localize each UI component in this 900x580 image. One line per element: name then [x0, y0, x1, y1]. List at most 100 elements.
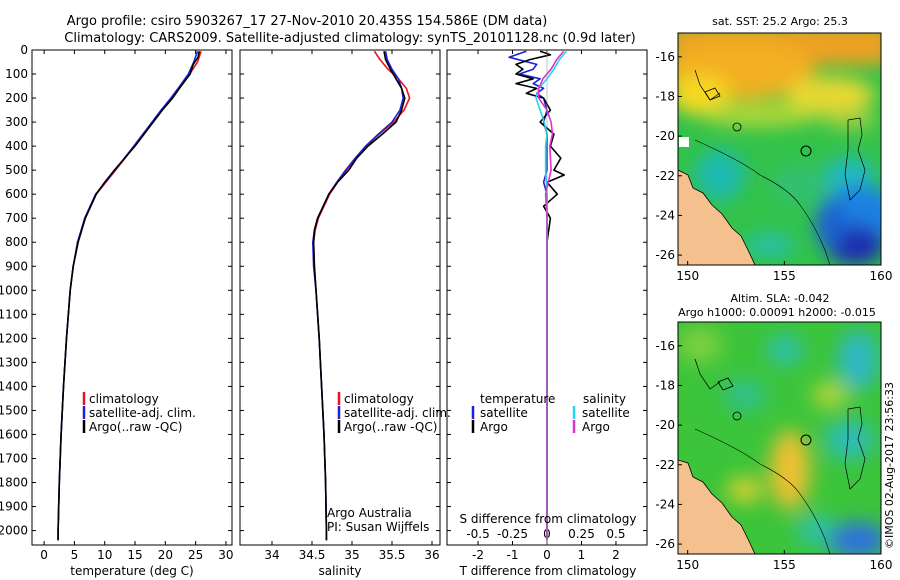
legend-label-t-satellite: satellite	[480, 406, 528, 420]
legend-label-climatology: climatology	[89, 392, 159, 406]
depth-tick-label: 1200	[0, 331, 28, 345]
map-y-tick-label: -20	[655, 129, 675, 143]
figure-title-line2: Climatology: CARS2009. Satellite-adjuste…	[64, 31, 636, 46]
salinity-xlabel: salinity	[318, 564, 361, 578]
depth-tick-label: 1700	[0, 451, 28, 465]
legend-label-s-argo: Argo	[582, 420, 610, 434]
legend-title-salinity: salinity	[583, 392, 626, 406]
sla-seamount-outline	[732, 411, 742, 421]
sst-map-axes: 150 155 160 -16 -18 -20 -22 -24 -26	[655, 50, 892, 283]
sla-argo-position-marker	[800, 434, 812, 446]
map-x-tick-label: 155	[773, 558, 796, 572]
map-y-tick-label: -26	[655, 537, 675, 551]
map-y-tick-label: -22	[655, 458, 675, 472]
legend-label-satellite: satellite-adj. clim.	[344, 406, 451, 420]
depth-tick-label: 300	[5, 115, 28, 129]
depth-axis: 0 100 200 300 400 500 600 700 800 900 1000 1100 1200…	[0, 43, 647, 538]
temperature-legend: climatology satellite-adj. clim. Argo(..…	[82, 392, 196, 434]
sla-reef-outline	[694, 358, 721, 390]
map-x-tick-label: 155	[773, 269, 796, 283]
map-y-tick-label: -16	[655, 50, 675, 64]
sla-coastline-land	[678, 459, 756, 554]
sla-depth-contour	[694, 428, 831, 554]
temperature-x-tick-label: 5	[71, 548, 79, 562]
sla-map-title: Altim. SLA: -0.042	[730, 292, 829, 305]
depth-tick-label: 100	[5, 67, 28, 81]
depth-tick-label: 1800	[0, 476, 28, 490]
legend-label-climatology: climatology	[344, 392, 414, 406]
sst-field	[678, 33, 881, 265]
series-temperature-climatology	[57, 50, 202, 541]
depth-tick-label: 700	[5, 211, 28, 225]
sst-coastline-land	[678, 169, 756, 265]
map-y-tick-label: -24	[655, 208, 675, 222]
depth-tick-label: 2000	[0, 524, 28, 538]
difference-legend: temperature satellite Argo salinity sate…	[471, 392, 630, 434]
depth-tick-label: 1000	[0, 283, 28, 297]
difference-series	[508, 50, 567, 545]
map-y-tick-label: -18	[655, 89, 675, 103]
salinity-x-tick-label: 35	[344, 548, 359, 562]
temperature-x-tick-label: 30	[218, 548, 233, 562]
program-label: Argo Australia	[327, 506, 412, 520]
sst-depth-contour	[694, 139, 831, 265]
difference-s-tick-label: -0.5	[466, 527, 489, 541]
map-y-tick-label: -20	[655, 418, 675, 432]
salinity-series	[311, 50, 411, 541]
temperature-x-tick-label: 25	[188, 548, 203, 562]
sla-field	[678, 327, 881, 554]
pi-label: PI: Susan Wijffels	[327, 520, 429, 534]
sst-map-title: sat. SST: 25.2 Argo: 25.3	[712, 15, 848, 28]
map-x-tick-label: 160	[870, 558, 893, 572]
figure-title-line1: Argo profile: csiro 5903267_17 27-Nov-20…	[67, 14, 548, 29]
series-salinity-argo-raw-qc-	[312, 51, 406, 541]
difference-x-tick-label: 2	[612, 548, 620, 562]
depth-tick-label: 0	[20, 43, 28, 57]
depth-tick-label: 500	[5, 163, 28, 177]
salinity-x-tick-label: 34.5	[299, 548, 326, 562]
legend-title-temperature: temperature	[480, 392, 555, 406]
difference-s-tick-label: 0.5	[606, 527, 625, 541]
sst-seamount-outline	[732, 122, 742, 132]
map-y-tick-label: -22	[655, 169, 675, 183]
salinity-legend: climatology satellite-adj. clim. Argo(..…	[327, 392, 451, 534]
legend-label-t-argo: Argo	[480, 420, 508, 434]
sst-missing-data	[679, 137, 689, 147]
sla-map-frame	[677, 321, 882, 555]
sst-map-frame	[677, 32, 882, 266]
sst-island-outline	[704, 87, 721, 101]
legend-label-argo: Argo(..raw -QC)	[89, 420, 182, 434]
depth-tick-label: 1300	[0, 355, 28, 369]
imos-footer: ©IMOS 02-Aug-2017 23:56:33	[883, 382, 896, 549]
temperature-xlabel: temperature (deg C)	[70, 564, 193, 578]
sla-map-subtitle: Argo h1000: 0.00091 h2000: -0.015	[678, 306, 876, 319]
temperature-x-axis: 0 5 10 15 20 25 30	[40, 50, 234, 562]
salinity-x-tick-label: 36	[424, 548, 439, 562]
difference-x-tick-label: 1	[578, 548, 586, 562]
temperature-x-tick-label: 15	[127, 548, 142, 562]
temperature-series	[57, 50, 202, 541]
salinity-x-tick-label: 34	[264, 548, 279, 562]
series-difference-t-argo	[515, 50, 566, 541]
legend-label-satellite: satellite-adj. clim.	[89, 406, 196, 420]
temperature-x-tick-label: 20	[158, 548, 173, 562]
depth-tick-label: 1400	[0, 379, 28, 393]
sla-reef-outline-east	[844, 406, 866, 490]
difference-x-tick-label: 0	[543, 548, 551, 562]
series-temperature-satellite-adj-clim-	[57, 50, 199, 541]
series-temperature-argo-raw-qc-	[57, 51, 201, 541]
sst-argo-position-marker	[800, 145, 812, 157]
series-salinity-satellite-adj-clim-	[311, 51, 405, 541]
difference-x-tick-label: -2	[472, 548, 484, 562]
difference-x-tick-label: -1	[507, 548, 519, 562]
legend-label-s-satellite: satellite	[582, 406, 630, 420]
map-y-tick-label: -18	[655, 378, 675, 392]
series-salinity-climatology	[312, 50, 411, 541]
map-x-tick-label: 150	[676, 558, 699, 572]
depth-tick-label: 900	[5, 259, 28, 273]
depth-tick-label: 1900	[0, 500, 28, 514]
map-y-tick-label: -26	[655, 248, 675, 262]
t-difference-xlabel: T difference from climatology	[459, 564, 637, 578]
difference-s-tick-label: -0.25	[497, 527, 528, 541]
